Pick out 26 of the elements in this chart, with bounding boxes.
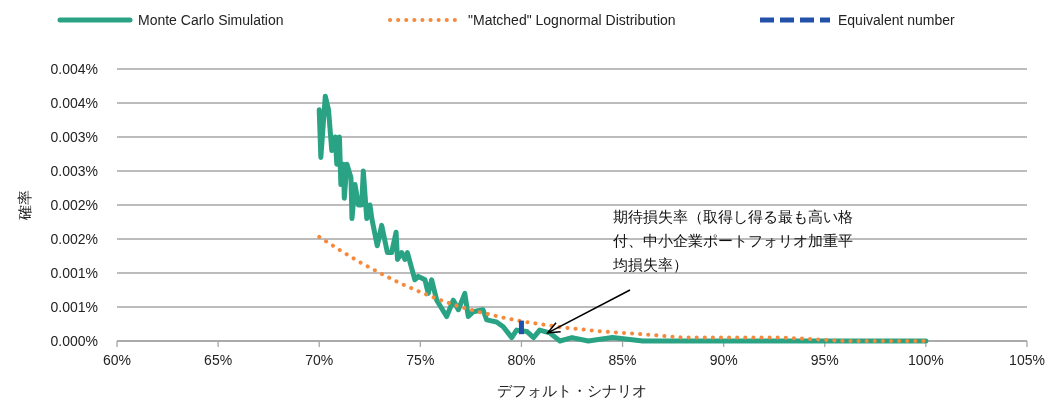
x-tick-label: 80% [507,352,536,368]
x-tick-label: 105% [1009,352,1045,368]
x-tick-label: 85% [608,352,637,368]
y-tick-label: 0.002% [50,231,98,247]
legend-label: "Matched" Lognormal Distribution [468,12,676,28]
y-tick-label: 0.004% [50,61,98,77]
y-tick-label: 0.001% [50,265,98,281]
legend-label: Equivalent number [838,12,956,28]
x-tick-label: 65% [204,352,233,368]
x-tick-label: 100% [907,352,944,368]
x-tick-label: 60% [102,352,132,368]
y-tick-label: 0.004% [50,95,98,111]
x-tick-label: 70% [305,352,334,368]
y-tick-label: 0.001% [50,299,98,315]
y-tick-label: 0.000% [50,333,98,349]
line-series [317,234,928,343]
x-tick-label: 90% [709,352,738,368]
x-axis-title: デフォルト・シナリオ [497,382,647,399]
x-tick-label: 95% [810,352,839,368]
y-axis-title: 確率 [16,190,33,221]
annotation: 期待損失率（取得し得る最も高い格付、中小企業ポートフォリオ加重平均損失率） [612,208,853,273]
y-tick-label: 0.003% [50,129,98,145]
y-tick-label: 0.002% [50,197,98,213]
y-tick-label: 0.003% [50,163,98,179]
legend-label: Monte Carlo Simulation [138,12,284,28]
x-tick-label: 75% [406,352,435,368]
